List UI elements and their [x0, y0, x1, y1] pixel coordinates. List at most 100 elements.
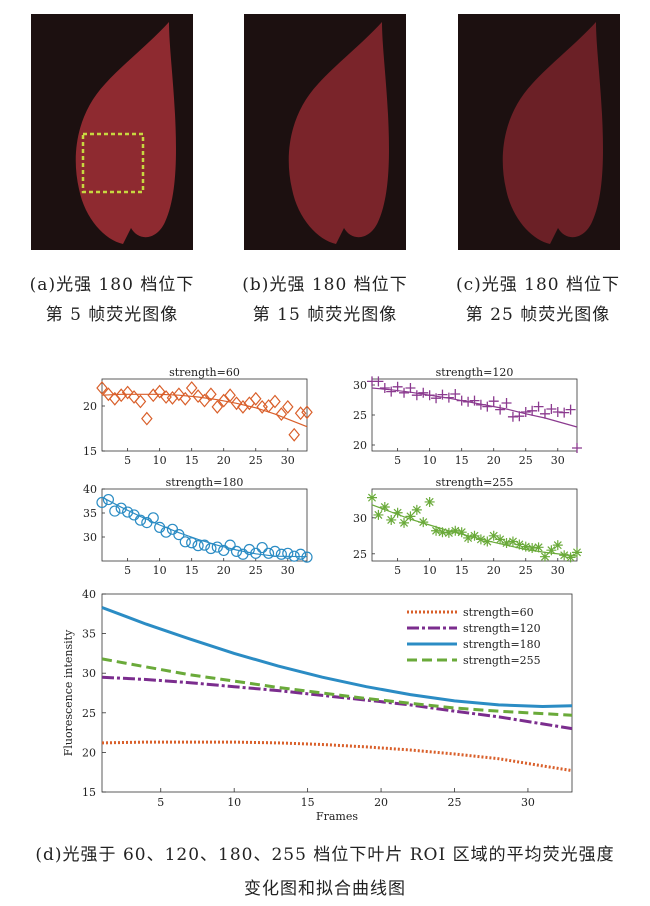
axes-box: [101, 488, 308, 562]
data-point: [405, 511, 416, 522]
series-line-strength-60: [101, 740, 573, 773]
x-tick-label: 20: [374, 796, 388, 809]
x-tick-label: 5: [157, 796, 164, 809]
data-point: [572, 547, 582, 558]
data-point: [456, 527, 467, 538]
y-tick-label: 25: [353, 409, 367, 422]
data-point: [224, 539, 236, 551]
data-point: [527, 543, 538, 554]
x-tick-label: 25: [448, 796, 462, 809]
axes-box: [101, 378, 308, 452]
caption-a: (a)光强 180 档位下 第 5 帧荧光图像: [2, 270, 222, 330]
x-tick-label: 5: [124, 454, 131, 467]
figure-caption-d-line1: (d)光强于 60、120、180、255 档位下叶片 ROI 区域的平均荧光强…: [35, 845, 615, 865]
data-point: [173, 387, 185, 402]
data-point: [456, 395, 467, 406]
data-point: [443, 392, 454, 403]
y-tick-label: 25: [82, 707, 96, 720]
subplot-60: strength=60 5 10 15 20 25 30 15 20: [60, 365, 320, 470]
data-point: [205, 542, 217, 555]
data-point: [134, 394, 147, 409]
leaf-image-c: [458, 14, 620, 250]
data-point: [424, 496, 435, 507]
axes-box: [371, 378, 578, 452]
data-point: [552, 540, 563, 551]
y-tick-label: 30: [353, 512, 367, 525]
data-point: [527, 405, 538, 416]
data-point: [275, 548, 287, 560]
data-point: [250, 547, 262, 559]
subplot-title: strength=60: [169, 366, 240, 379]
data-point: [546, 404, 557, 414]
x-tick-label: 25: [519, 564, 533, 577]
y-axis-label: Fluorescence intensity: [62, 629, 75, 756]
data-point: [418, 517, 429, 528]
data-point: [294, 406, 307, 421]
caption-b-line1: (b)光强 180 档位下: [242, 275, 408, 295]
data-point: [495, 404, 506, 415]
x-tick-label: 5: [394, 564, 401, 577]
data-point: [482, 401, 493, 412]
data-point: [475, 534, 486, 545]
x-tick-label: 10: [153, 564, 167, 577]
leaf-image-b: [244, 14, 406, 250]
subplot-title: strength=255: [436, 476, 514, 489]
main-chart: 5 10 15 20 25 30 15 20 25 30 35 40 Frames Fluorescenc…: [50, 582, 590, 823]
data-point: [399, 387, 410, 398]
data-point: [399, 517, 410, 528]
caption-a-line1: (a)光强 180 档位下: [29, 275, 195, 295]
caption-a-line2: 第 5 帧荧光图像: [45, 305, 179, 325]
series-line-strength-180: [101, 606, 573, 709]
y-tick-label: 20: [82, 746, 96, 759]
leaf-image-a: [31, 14, 193, 250]
caption-c: (c)光强 180 档位下 第 25 帧荧光图像: [428, 270, 648, 330]
y-tick-label: 15: [82, 786, 96, 799]
data-point: [96, 496, 108, 509]
data-point: [147, 388, 160, 403]
figure-caption-d: (d)光强于 60、120、180、255 档位下叶片 ROI 区域的平均荧光强…: [0, 838, 650, 906]
data-point: [392, 507, 403, 518]
data-point: [482, 536, 493, 547]
x-tick-label: 10: [423, 454, 437, 467]
y-tick-label: 30: [82, 667, 96, 680]
legend-label: strength=180: [463, 638, 541, 651]
fit-curve: [371, 504, 578, 557]
data-point: [256, 399, 268, 414]
data-point: [205, 387, 217, 402]
data-points: [96, 493, 313, 563]
roi-box: [81, 132, 145, 194]
y-tick-label: 40: [82, 588, 96, 601]
x-tick-label: 20: [217, 564, 231, 577]
data-point: [488, 396, 499, 407]
y-tick-label: 40: [83, 483, 97, 496]
data-point: [463, 532, 474, 543]
x-tick-label: 15: [185, 454, 199, 467]
y-tick-label: 35: [82, 628, 96, 641]
data-point: [134, 514, 147, 526]
data-point: [373, 509, 384, 520]
data-point: [192, 540, 204, 552]
data-point: [249, 391, 262, 406]
x-tick-label: 30: [521, 796, 535, 809]
x-tick-label: 15: [185, 564, 199, 577]
data-point: [501, 398, 512, 408]
data-point: [115, 388, 127, 403]
data-point: [179, 536, 191, 548]
data-point: [572, 443, 582, 453]
leaf-shape: [502, 22, 603, 244]
data-point: [256, 541, 268, 554]
caption-c-line1: (c)光强 180 档位下: [455, 275, 621, 295]
y-tick-label: 20: [353, 439, 367, 452]
data-point: [443, 527, 454, 538]
data-point: [211, 541, 223, 553]
data-point: [160, 526, 172, 538]
caption-b-line2: 第 15 帧荧光图像: [252, 305, 398, 325]
x-tick-label: 25: [519, 454, 533, 467]
data-point: [373, 376, 384, 387]
legend: strength=60 strength=120 strength=180 stren…: [407, 606, 541, 667]
data-point: [269, 545, 281, 558]
fit-curve: [101, 496, 308, 558]
data-point: [237, 399, 249, 414]
data-point: [539, 408, 550, 419]
leaf-shape: [288, 22, 389, 244]
